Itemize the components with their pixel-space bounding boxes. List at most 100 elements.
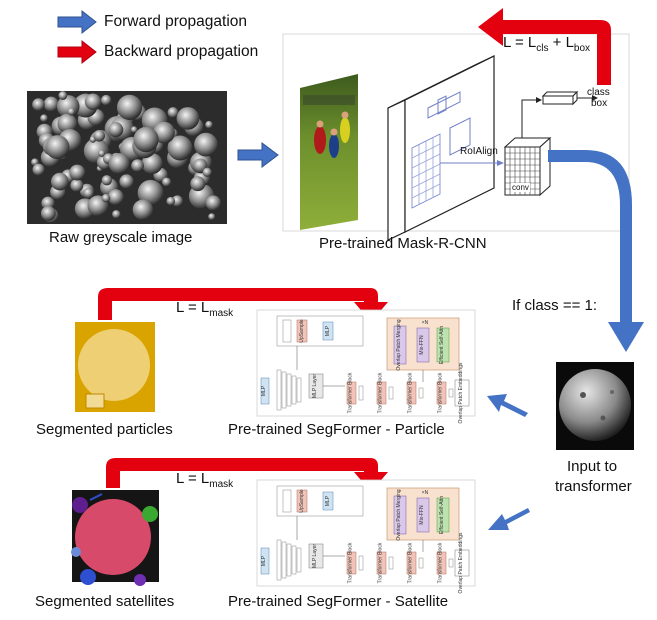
soccer-photo xyxy=(300,74,358,230)
legend-backward-label: Backward propagation xyxy=(104,43,259,60)
input-caption-line2: transformer xyxy=(555,478,632,495)
powder-particle xyxy=(108,153,130,174)
powder-particle xyxy=(58,91,68,100)
maskrcnn-caption: Pre-trained Mask-R-CNN xyxy=(319,235,487,252)
forward-arrow-to-maskrcnn xyxy=(237,142,279,168)
forward-arrow-to-transformer xyxy=(548,150,644,352)
legend-forward-arrow xyxy=(57,9,97,35)
particle-mask-image xyxy=(75,322,155,412)
powder-particle xyxy=(194,132,218,157)
powder-particle xyxy=(193,158,208,173)
input-caption-line1: Input to xyxy=(567,458,618,475)
powder-particle xyxy=(45,135,70,160)
roialign-label: RoIAlign xyxy=(460,146,498,157)
powder-particle xyxy=(208,213,216,221)
mlp-top-label: MLP xyxy=(325,325,331,336)
powder-particle xyxy=(41,196,55,210)
backward-arrow-maskrcnn xyxy=(478,8,611,85)
powder-particle xyxy=(108,122,124,138)
powder-particle xyxy=(137,179,164,206)
powder-particle xyxy=(84,93,102,111)
input-particle-image xyxy=(556,362,634,450)
overlap-embed-label: Overlap Patch Embeddings xyxy=(458,532,464,593)
mlp-top-label: MLP xyxy=(325,495,331,506)
raw-image-caption: Raw greyscale image xyxy=(49,229,193,246)
segformer-satellite-diagram: UpSample MLP Overlap Patch Merging Mix-FFN E… xyxy=(256,479,476,593)
powder-particle xyxy=(83,187,94,199)
mlp-layer-label: MLP Layer xyxy=(312,544,318,568)
powder-particle xyxy=(119,174,134,189)
transformer-block-label: Transformer Block xyxy=(438,542,444,583)
transformer-block-label: Transformer Block xyxy=(378,372,384,413)
powder-particle xyxy=(205,120,213,129)
powder-particle xyxy=(131,159,144,172)
particle-loss: L = Lmask xyxy=(176,299,234,319)
backbone-slab xyxy=(387,55,495,241)
repeat-label: ×N xyxy=(422,490,429,496)
backward-arrow-particle xyxy=(98,288,388,322)
powder-particle xyxy=(166,196,176,206)
powder-particle xyxy=(43,96,59,112)
satellite-caption: Segmented satellites xyxy=(35,593,175,610)
powder-particle xyxy=(32,163,45,176)
maskrcnn-loss: L = Lcls + Lbox xyxy=(503,34,591,54)
powder-particle xyxy=(133,126,159,153)
powder-particle xyxy=(161,177,172,187)
powder-particle xyxy=(107,189,124,206)
powder-particle xyxy=(132,199,154,221)
maskrcnn-diagram xyxy=(282,33,630,241)
powder-particle xyxy=(32,98,45,111)
mix-ffn-label: Mix-FFN xyxy=(419,335,425,355)
forward-arrow-to-particle-segformer xyxy=(487,394,528,417)
satellite-mask-image xyxy=(71,490,159,586)
mlp-bottom-label: MLP xyxy=(261,555,267,566)
transformer-block-label: Transformer Block xyxy=(378,542,384,583)
legend-backward-arrow xyxy=(57,39,97,65)
conv-cube xyxy=(503,136,552,197)
repeat-label: ×N xyxy=(422,320,429,326)
transformer-block-label: Transformer Block xyxy=(348,372,354,413)
powder-particle xyxy=(70,178,84,192)
box-label: box xyxy=(591,98,608,109)
transformer-block-label: Transformer Block xyxy=(348,542,354,583)
powder-particle xyxy=(116,94,143,120)
powder-particle xyxy=(40,205,56,221)
particle-model-caption: Pre-trained SegFormer - Particle xyxy=(228,421,445,438)
powder-particle xyxy=(69,164,86,181)
condition-label: If class == 1: xyxy=(512,297,598,314)
powder-particle xyxy=(202,167,212,177)
powder-particle xyxy=(176,107,200,130)
overlap-merging-label: Overlap Patch Merging xyxy=(396,489,402,540)
overlap-merging-label: Overlap Patch Merging xyxy=(396,319,402,370)
powder-particle xyxy=(141,153,163,175)
particle-caption: Segmented particles xyxy=(36,421,173,438)
mix-ffn-label: Mix-FFN xyxy=(419,505,425,525)
powder-particle xyxy=(100,94,112,106)
powder-particle xyxy=(205,195,221,211)
class-label: class xyxy=(587,87,610,98)
overlap-embed-label: Overlap Patch Embeddings xyxy=(458,362,464,423)
transformer-block-label: Transformer Block xyxy=(438,372,444,413)
powder-particle xyxy=(101,193,111,203)
raw-greyscale-image xyxy=(27,91,227,224)
efficient-attn-label: Efficient Self-Attn xyxy=(439,496,445,534)
powder-particle xyxy=(190,176,206,192)
forward-arrow-to-satellite-segformer xyxy=(488,508,530,530)
powder-particle xyxy=(130,126,138,133)
upsample-label: UpSample xyxy=(299,489,305,513)
segformer-particle-diagram: UpSample MLP Overlap Patch Merging Mix-FFN E… xyxy=(256,309,476,423)
powder-particle xyxy=(112,210,121,219)
satellite-loss: L = Lmask xyxy=(176,470,234,490)
powder-particle xyxy=(101,175,112,186)
transformer-block-label: Transformer Block xyxy=(408,542,414,583)
powder-particle xyxy=(98,149,106,157)
transformer-block-label: Transformer Block xyxy=(408,372,414,413)
upsample-label: UpSample xyxy=(299,319,305,343)
powder-particle xyxy=(93,129,105,142)
efficient-attn-label: Efficient Self-Attn xyxy=(439,326,445,364)
powder-particle xyxy=(51,172,69,191)
satellite-model-caption: Pre-trained SegFormer - Satellite xyxy=(228,593,449,610)
legend-forward-label: Forward propagation xyxy=(104,13,248,30)
mlp-bottom-label: MLP xyxy=(261,385,267,396)
